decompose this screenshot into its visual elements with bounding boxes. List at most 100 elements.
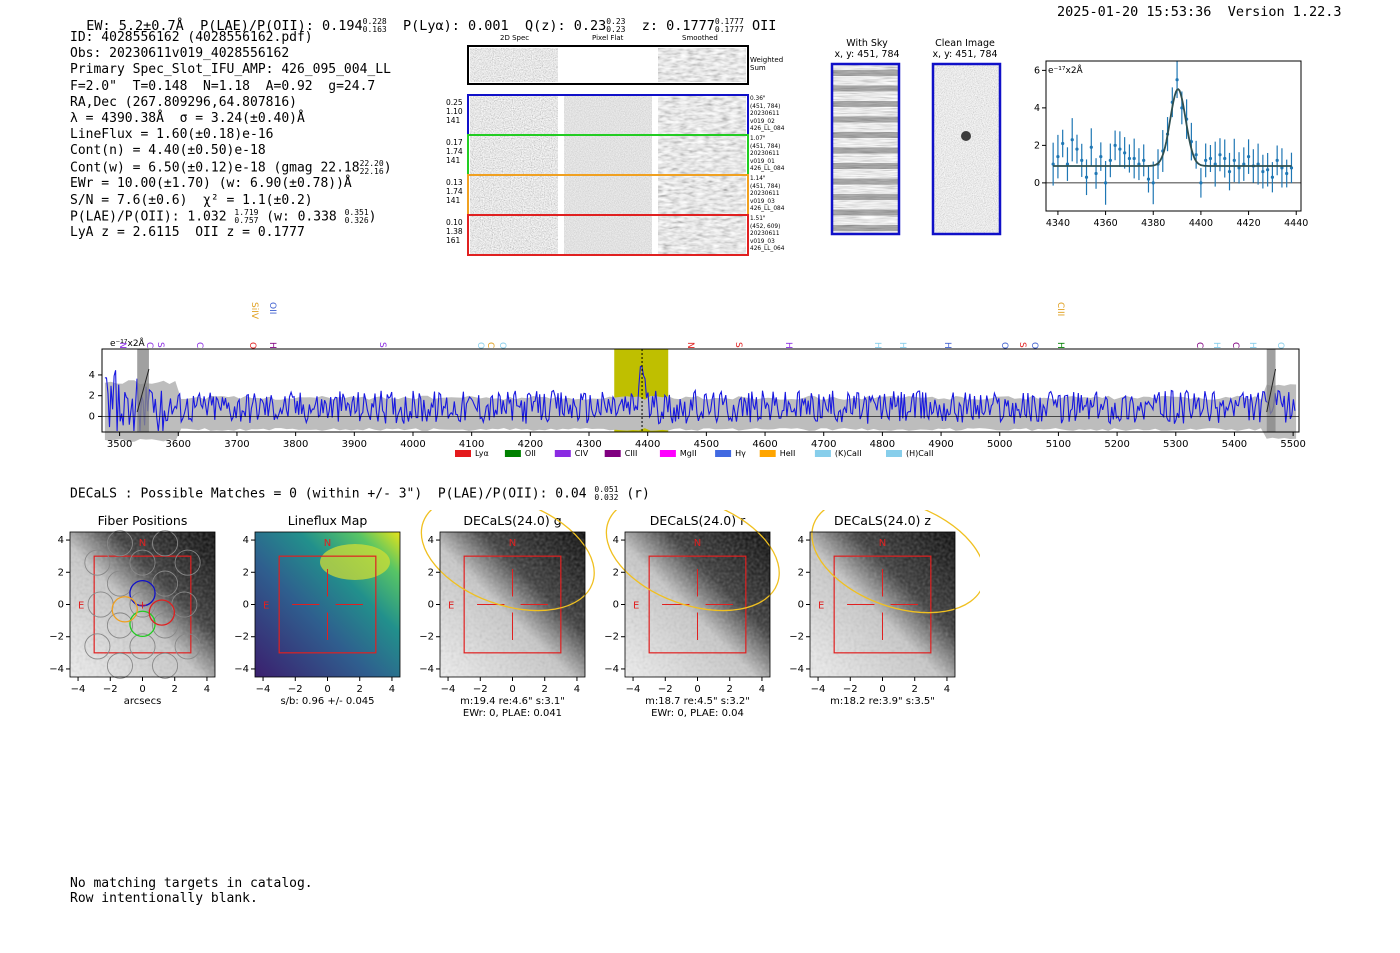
contw-text: Cont(w) = 6.50(±0.12)e-18 (gmag 22.18 <box>70 160 360 176</box>
panel-ytick-label: 2 <box>798 567 804 578</box>
info-ewr: EWr = 10.00(±1.70) (w: 6.90(±0.78))Å <box>70 176 352 192</box>
row-smoothed <box>658 136 746 174</box>
spec-xtick-label: 4300 <box>576 439 601 450</box>
decals-panel-title: Fiber Positions <box>98 513 188 528</box>
panel-xtick-label: −4 <box>626 684 641 695</box>
panel-ytick-label: −4 <box>604 664 619 675</box>
legend-swatch <box>504 450 521 457</box>
search-box <box>463 555 562 654</box>
weighted-sum-label: Weighted Sum <box>750 56 784 72</box>
fiber-circle <box>129 591 156 618</box>
qz-hi: 0.23 <box>606 17 626 26</box>
spec-xtick-label: 4700 <box>811 439 836 450</box>
row-2dspec <box>470 136 558 174</box>
zoom-point <box>1256 162 1260 166</box>
zoom-point <box>1127 156 1132 161</box>
row-right-value: v019_03 <box>750 238 775 245</box>
clean-image-title: Clean Image <box>935 38 995 49</box>
row-left-value: 161 <box>446 236 461 245</box>
sky-cutout-noise <box>440 532 585 677</box>
contw-end: ) <box>383 160 392 176</box>
spec-ylabel: e⁻¹⁷x2Å <box>110 337 146 349</box>
fiber-circle <box>152 530 179 557</box>
legend-label: HeII <box>780 449 796 458</box>
info-lambda: λ = 4390.38Å σ = 3.24(±0.40)Å <box>70 111 305 127</box>
panel-xtick-label: 4 <box>759 684 765 695</box>
spec-ytick-label: 4 <box>89 370 95 381</box>
north-label: N <box>879 538 886 549</box>
line-label: SiIV <box>377 342 387 352</box>
legend-label: OII <box>525 449 536 458</box>
line-label: HeII <box>783 342 793 352</box>
line-label: HeII <box>267 342 277 352</box>
row-right-value: 426_LL_084 <box>750 126 785 132</box>
spec-xtick-label: 4500 <box>694 439 719 450</box>
legend-label: (K)CaII <box>835 449 862 458</box>
fiber-circle <box>174 549 201 576</box>
row-right-value: v019_01 <box>750 158 775 165</box>
row-right-value: 20230611 <box>750 231 780 237</box>
line-label: CII <box>194 342 204 352</box>
spec-frame <box>101 348 1300 433</box>
cutout-panel: 2D Spec Pixel Flat Smoothed Weighted Sum… <box>438 34 798 259</box>
info-plae2: P(LAE)/P(OII): 1.032 1.719 0.757 (w: 0.33… <box>70 208 392 226</box>
row-right-value: (451, 784) <box>750 183 781 190</box>
row-right-value: 0.36" <box>750 96 766 102</box>
line-label: Hδ <box>1247 342 1257 352</box>
zoom-point <box>1180 106 1184 110</box>
sky-svg <box>830 62 1002 236</box>
zoom-point <box>1108 158 1112 162</box>
info-id: ID: 4028556162 (4028556162.pdf) <box>70 30 313 45</box>
zoom-point <box>1123 151 1127 155</box>
clean-image <box>933 64 1000 234</box>
qz-lo: 0.23 <box>606 25 626 34</box>
info-lineflux: LineFlux = 1.60(±0.18)e-16 <box>70 127 274 143</box>
panel-caption: EWr: 0, PLAE: 0.041 <box>463 708 562 719</box>
line-label: OII <box>475 342 485 352</box>
z-lo: 0.1777 <box>714 25 744 34</box>
line-label: NV <box>685 342 695 352</box>
line-label: Hβ <box>942 342 952 352</box>
spec-xtick-label: 4900 <box>928 439 953 450</box>
panel-xtick-label: −2 <box>288 684 303 695</box>
fiber-circle <box>152 570 179 597</box>
spec-xtick-label: 4400 <box>635 439 660 450</box>
plae2-lo: 0.757 <box>234 215 259 225</box>
sky-panel: With Sky x, y: 451, 784 Clean Image x, y… <box>820 38 1020 238</box>
panel-ytick-label: −2 <box>604 632 619 643</box>
panel-ytick-label: −2 <box>789 632 804 643</box>
panel-xtick-label: 0 <box>509 684 515 695</box>
panel-xtick-label: 2 <box>357 684 363 695</box>
legend-label: Hγ <box>735 449 746 458</box>
spec-xtick-label: 5300 <box>1163 439 1188 450</box>
panel-xtick-label: −4 <box>71 684 86 695</box>
info-obs: Obs: 20230611v019_4028556162 <box>70 46 290 62</box>
zoom-point <box>1056 155 1060 159</box>
east-label: E <box>633 601 639 612</box>
cutout-row-4 <box>467 214 749 256</box>
line-label: OVI <box>247 342 257 352</box>
plae2-end: ) <box>368 209 377 225</box>
decals-heading: DECaLS : Possible Matches = 0 (within +/… <box>70 486 650 502</box>
spec-hatch-line <box>136 368 150 413</box>
fiber-circle <box>129 549 156 576</box>
panel-xtick-label: −2 <box>103 684 118 695</box>
panel-xtick-label: −4 <box>811 684 826 695</box>
row-left-values: 0.17 1.74 141 <box>446 138 463 165</box>
footer-line1: No matching targets in catalog. <box>70 876 313 891</box>
line-label: CIV <box>144 342 154 352</box>
plae2-w-lo: 0.326 <box>344 215 369 225</box>
zoom-xtick-label: 4400 <box>1189 218 1213 229</box>
panel-xtick-label: 2 <box>727 684 733 695</box>
row-left-values: 0.10 1.38 161 <box>446 218 463 245</box>
weighted-sum-smoothed <box>658 48 746 82</box>
line-label: Hγ <box>1055 342 1065 352</box>
row-right-value: 1.14" <box>750 176 766 182</box>
sky-band <box>832 101 899 107</box>
zoom-point <box>1275 158 1279 162</box>
sky-band <box>832 85 899 92</box>
spec-xtick-label: 5100 <box>1046 439 1071 450</box>
sky-band <box>832 225 899 231</box>
zoom-point <box>1218 153 1222 157</box>
east-label: E <box>263 601 269 612</box>
